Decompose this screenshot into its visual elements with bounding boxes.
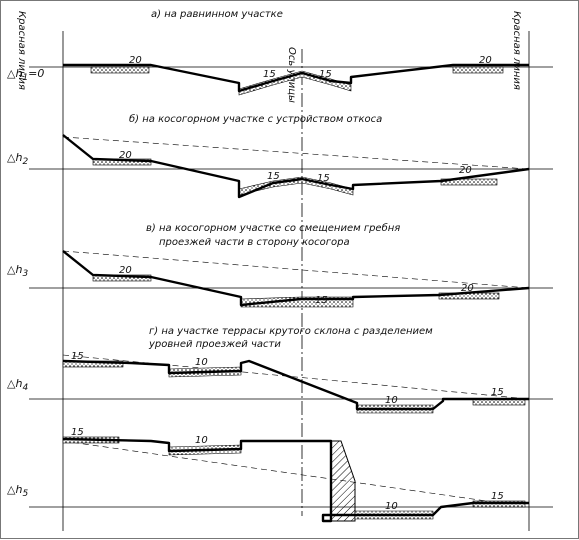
- right-red-line-label: Красная линия: [511, 11, 522, 90]
- slope-b-4: 20: [459, 165, 472, 176]
- slope-b-2: 15: [267, 171, 280, 182]
- profile-b: [62, 134, 530, 199]
- section-d5: △h5 15 10 10 15: [7, 427, 553, 523]
- slope-a-3: 15: [319, 69, 332, 80]
- slope-c-1: 20: [119, 265, 132, 276]
- sidewalk-right-a: [452, 66, 504, 74]
- profile-d5: [62, 437, 529, 523]
- slope-d5-2: 10: [195, 435, 208, 446]
- slope-a-1: 20: [129, 55, 142, 66]
- slope-d4-2: 10: [195, 357, 208, 368]
- level-label-c: △h3: [7, 263, 28, 279]
- slope-d4-1: 15: [71, 351, 84, 362]
- sidewalk-left-a: [90, 66, 150, 74]
- carriageway-a: [238, 70, 352, 96]
- slope-c-3: 20: [461, 283, 474, 294]
- caption-b: б) на косогорном участке с устройством о…: [129, 113, 382, 125]
- slope-a-4: 20: [479, 55, 492, 66]
- profile-a: [63, 63, 529, 93]
- caption-c-line2: проезжей части в сторону косогора: [159, 237, 350, 248]
- slope-d5-4: 15: [491, 491, 504, 502]
- level-label-b: △h2: [7, 151, 28, 167]
- caption-d-line1: г) на участке террасы крутого склона с р…: [149, 326, 433, 337]
- caption-a: а) на равнинном участке: [151, 9, 283, 20]
- section-a: а) на равнинном участке △h1=0 20 15 15 2…: [7, 9, 553, 96]
- left-red-line-label: Красная линия: [16, 11, 27, 90]
- slope-d4-3: 10: [385, 395, 398, 406]
- profile-d4: [62, 359, 529, 411]
- profile-c: [62, 250, 530, 307]
- slope-b-3: 15: [317, 173, 330, 184]
- caption-c-line1: в) на косогорном участке со смещением гр…: [146, 222, 400, 234]
- slope-c-2: 15: [315, 295, 328, 306]
- slope-d5-3: 10: [385, 501, 398, 512]
- level-label-a: △h1=0: [7, 67, 44, 83]
- slope-b-1: 20: [119, 150, 132, 161]
- caption-d-line2: уровней проезжей части: [148, 339, 281, 350]
- level-label-d5: △h5: [7, 483, 28, 499]
- level-label-d4: △h4: [7, 377, 28, 393]
- section-c: в) на косогорном участке со смещением гр…: [7, 222, 553, 308]
- slope-d5-1: 15: [71, 427, 84, 438]
- slope-a-2: 15: [263, 69, 276, 80]
- section-d4: г) на участке террасы крутого склона с р…: [7, 326, 553, 414]
- slope-d4-4: 15: [491, 387, 504, 398]
- section-b: б) на косогорном участке с устройством о…: [7, 113, 553, 199]
- retaining-wall: [330, 440, 356, 522]
